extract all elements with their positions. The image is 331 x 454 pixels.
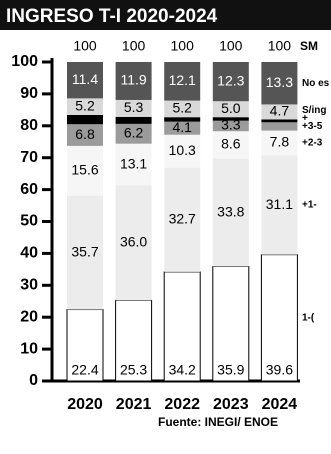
y-tick-label: 100 (11, 53, 38, 70)
total-label: 100 (268, 38, 292, 54)
bar-segment (164, 100, 201, 118)
bar-segment (66, 309, 104, 382)
bar-segment (115, 62, 152, 100)
bar-segment (212, 117, 249, 121)
bar-segment (261, 130, 298, 156)
legend-label: +2-3 (302, 138, 323, 149)
value-label: 11.4 (72, 71, 98, 87)
value-label: 5.2 (75, 97, 95, 113)
bar-segment (67, 114, 103, 125)
value-label: 5.2 (172, 100, 192, 116)
legend-label: 1-( (302, 312, 315, 323)
legend-label: +1- (302, 200, 317, 211)
bar-segment (163, 271, 201, 382)
total-label: 100 (219, 38, 243, 54)
value-label: 6.8 (75, 126, 95, 142)
y-tick-label: 50 (20, 213, 38, 230)
total-label: 100 (73, 38, 97, 54)
value-label: 12.1 (169, 72, 196, 88)
value-label: 15.6 (71, 161, 98, 177)
bar-segment (212, 265, 250, 382)
bar-segment (212, 120, 249, 132)
value-label: 6.2 (124, 124, 144, 140)
title-band (0, 0, 331, 30)
chart-title: INGRESO T-I 2020-2024 (6, 6, 218, 27)
bar-segment (260, 254, 298, 382)
value-label: 5.3 (124, 99, 144, 115)
bar-segment (212, 158, 249, 267)
x-tick-label: 2022 (164, 396, 200, 413)
y-tick-label: 0 (29, 372, 38, 389)
bar-segment (261, 119, 298, 123)
value-label: 36.0 (120, 234, 147, 250)
value-label: 22.4 (71, 362, 98, 378)
y-tick-label: 30 (20, 277, 38, 294)
bar-segment (115, 99, 152, 117)
y-tick-label: 90 (20, 85, 38, 102)
y-tick-label: 40 (20, 245, 38, 262)
value-label: 11.9 (120, 72, 146, 88)
y-tick-label: 20 (20, 308, 38, 325)
legend-label: +3-5 (302, 121, 323, 132)
total-label: 100 (122, 38, 146, 54)
y-tick-label: 60 (20, 181, 38, 198)
value-label: 34.2 (169, 362, 196, 378)
value-label: 4.1 (172, 119, 192, 135)
value-label: 31.1 (266, 196, 293, 212)
x-tick-label: 2020 (67, 396, 103, 413)
bar-segment (67, 145, 103, 196)
bar-segment (261, 62, 298, 105)
value-label: 32.7 (169, 210, 196, 226)
value-label: 12.3 (217, 72, 244, 88)
bar-segment (261, 104, 298, 120)
value-label: 35.9 (217, 362, 244, 378)
value-label: 4.7 (270, 103, 290, 119)
bar-segment (261, 122, 298, 131)
bar-segment (212, 131, 249, 159)
value-label: 8.6 (221, 136, 241, 152)
bar-segment (115, 123, 152, 144)
value-label: 39.6 (266, 362, 293, 378)
x-tick-label: 2024 (262, 396, 298, 413)
value-label: 13.1 (120, 155, 147, 171)
x-tick-label: 2021 (116, 396, 152, 413)
bar-segment (67, 62, 103, 99)
value-label: 10.3 (169, 142, 196, 158)
legend-label: S/ing (302, 105, 326, 116)
value-label: 7.8 (270, 134, 290, 150)
bar-segment (212, 101, 249, 118)
bar-segment (261, 155, 298, 255)
totals-unit: SM (300, 39, 318, 53)
bar-segment (164, 117, 201, 122)
source: Fuente: INEGI/ ENOE (158, 415, 278, 429)
value-label: 25.3 (120, 362, 147, 378)
x-tick-label: 2023 (213, 396, 249, 413)
bar-segment (212, 62, 249, 102)
bar-segment (164, 134, 201, 168)
value-label: 13.3 (266, 74, 293, 90)
value-label: 5.0 (221, 100, 241, 116)
bar-segment (115, 116, 152, 124)
bar-segment (67, 98, 103, 115)
bar-segment (164, 62, 201, 101)
bar-segment (164, 121, 201, 135)
bar-segment (67, 124, 103, 146)
value-label: 35.7 (71, 243, 98, 259)
legend-label: No es (302, 78, 330, 89)
bar-segment (67, 195, 103, 310)
legend-label: + (302, 113, 308, 124)
bar-segment (115, 143, 152, 186)
y-tick-label: 80 (20, 117, 38, 134)
y-tick-label: 10 (20, 340, 38, 357)
total-label: 100 (171, 38, 195, 54)
bar-segment (115, 185, 152, 301)
y-tick-label: 70 (20, 149, 38, 166)
bar-segment (164, 167, 201, 272)
value-label: 33.8 (217, 203, 244, 219)
